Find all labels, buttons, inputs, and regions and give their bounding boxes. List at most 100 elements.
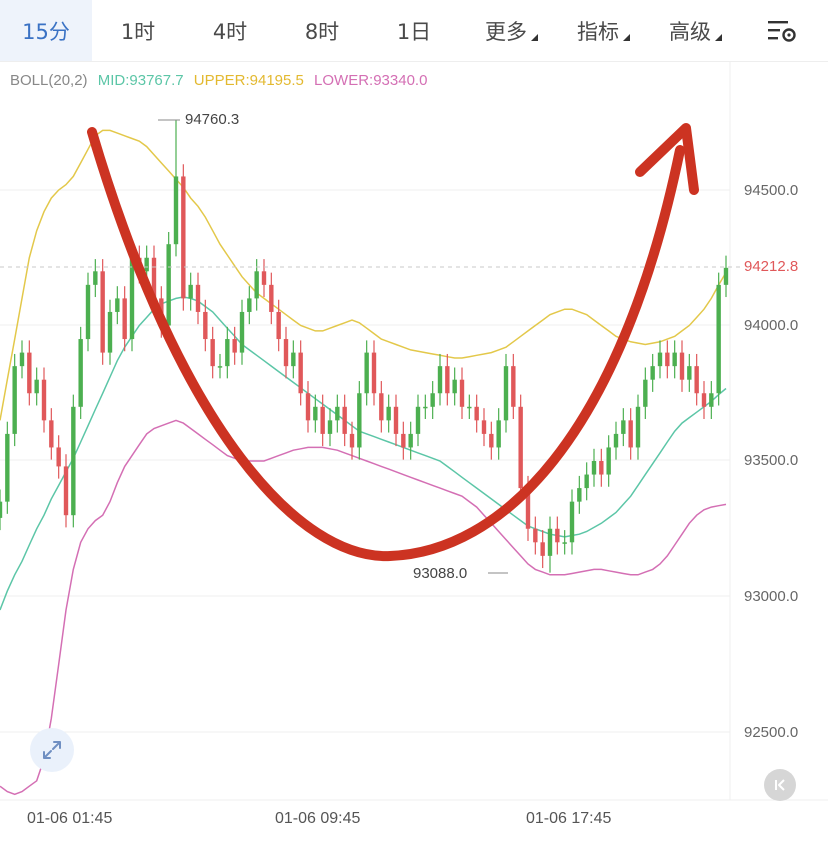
boll-upper: UPPER:94195.5 [193,72,304,89]
candle-body [129,257,135,340]
chart-settings-button[interactable] [736,0,828,61]
candle [555,516,560,555]
candle-body [401,433,406,448]
candle [577,475,582,514]
candle [100,259,105,365]
tab-1d[interactable]: 1日 [368,0,460,61]
timeframe-tabbar: 15分 1时 4时 8时 1日 更多 指标 高级 [0,0,828,62]
candle [401,421,406,460]
candle-body [423,406,428,409]
candle [364,340,369,406]
tab-15m[interactable]: 15分 [0,0,92,61]
candle-body [687,366,692,380]
tab-label: 1时 [120,19,156,44]
boll-upper-line [0,129,727,421]
candle-body [364,352,369,394]
tab-8h[interactable]: 8时 [276,0,368,61]
candle [327,408,333,447]
candle [665,340,670,379]
candle-body [357,393,362,448]
candle [584,462,589,501]
candle [569,489,575,555]
candle [93,259,98,298]
tab-4h[interactable]: 4时 [184,0,276,61]
dropdown-triangle-icon [715,34,722,41]
candle-body [0,501,3,518]
candle-body [78,339,83,407]
candle-body [657,352,663,367]
candle-body [203,311,208,340]
candle [232,326,237,365]
candle-body [12,366,17,434]
candle [650,353,655,392]
candle-body [93,271,98,285]
boll-name: BOLL(20,2) [10,72,88,89]
candle-body [166,244,171,326]
candle-body [283,339,289,367]
candle [613,421,619,460]
candle [606,435,611,487]
candle [261,259,267,298]
candle-body [5,433,10,502]
candle-body [533,528,538,543]
candle-body [195,284,201,312]
candle-body [210,339,215,367]
scroll-to-latest-button[interactable] [764,769,796,801]
candle-body [650,366,655,380]
expand-arrows-icon [43,741,61,759]
chart-settings-icon [768,20,796,42]
candle [452,367,457,406]
candle [210,326,215,379]
tab-more[interactable]: 更多 [460,0,552,61]
candle-body [181,176,186,299]
candle-body [408,433,413,448]
candle [49,408,54,460]
tab-advanced[interactable]: 高级 [644,0,736,61]
candle [63,454,69,528]
candle-body [518,406,523,489]
candle [12,353,17,447]
fullscreen-button[interactable] [30,728,74,772]
candle [342,394,347,447]
candle-body [525,488,531,529]
tab-label: 15分 [22,19,70,44]
tab-label: 高级 [669,19,711,44]
candle [679,340,685,392]
candle [122,286,127,352]
candle-body [481,420,487,434]
candle [305,381,311,433]
tab-1h[interactable]: 1时 [92,0,184,61]
candle-body [239,311,245,353]
tab-indicators[interactable]: 指标 [552,0,644,61]
candle [173,119,179,257]
tab-label: 4时 [212,19,248,44]
candle-body [122,298,127,340]
candle-body [393,406,399,434]
candle-body [173,176,179,245]
y-tick-label: 93000.0 [744,588,799,605]
candle-body [562,542,567,544]
candle [562,530,567,555]
candle [386,394,391,433]
candle-body [635,406,641,448]
candle-body [85,284,91,340]
candle-body [569,501,575,543]
dropdown-triangle-icon [531,34,538,41]
candle-body [694,366,699,394]
candle-body [115,298,120,312]
candle [503,353,509,433]
candle-body [269,284,274,312]
candle-body [342,406,347,434]
candle [291,340,296,379]
candle [540,530,545,569]
candle-body [27,352,32,394]
candle-body [584,474,589,489]
candle [445,353,450,406]
candle-body [188,284,193,299]
candle-body [261,271,267,285]
candle-body [701,393,707,407]
candle-body [225,339,230,367]
candle-body [335,406,340,421]
candle-body [445,366,450,394]
